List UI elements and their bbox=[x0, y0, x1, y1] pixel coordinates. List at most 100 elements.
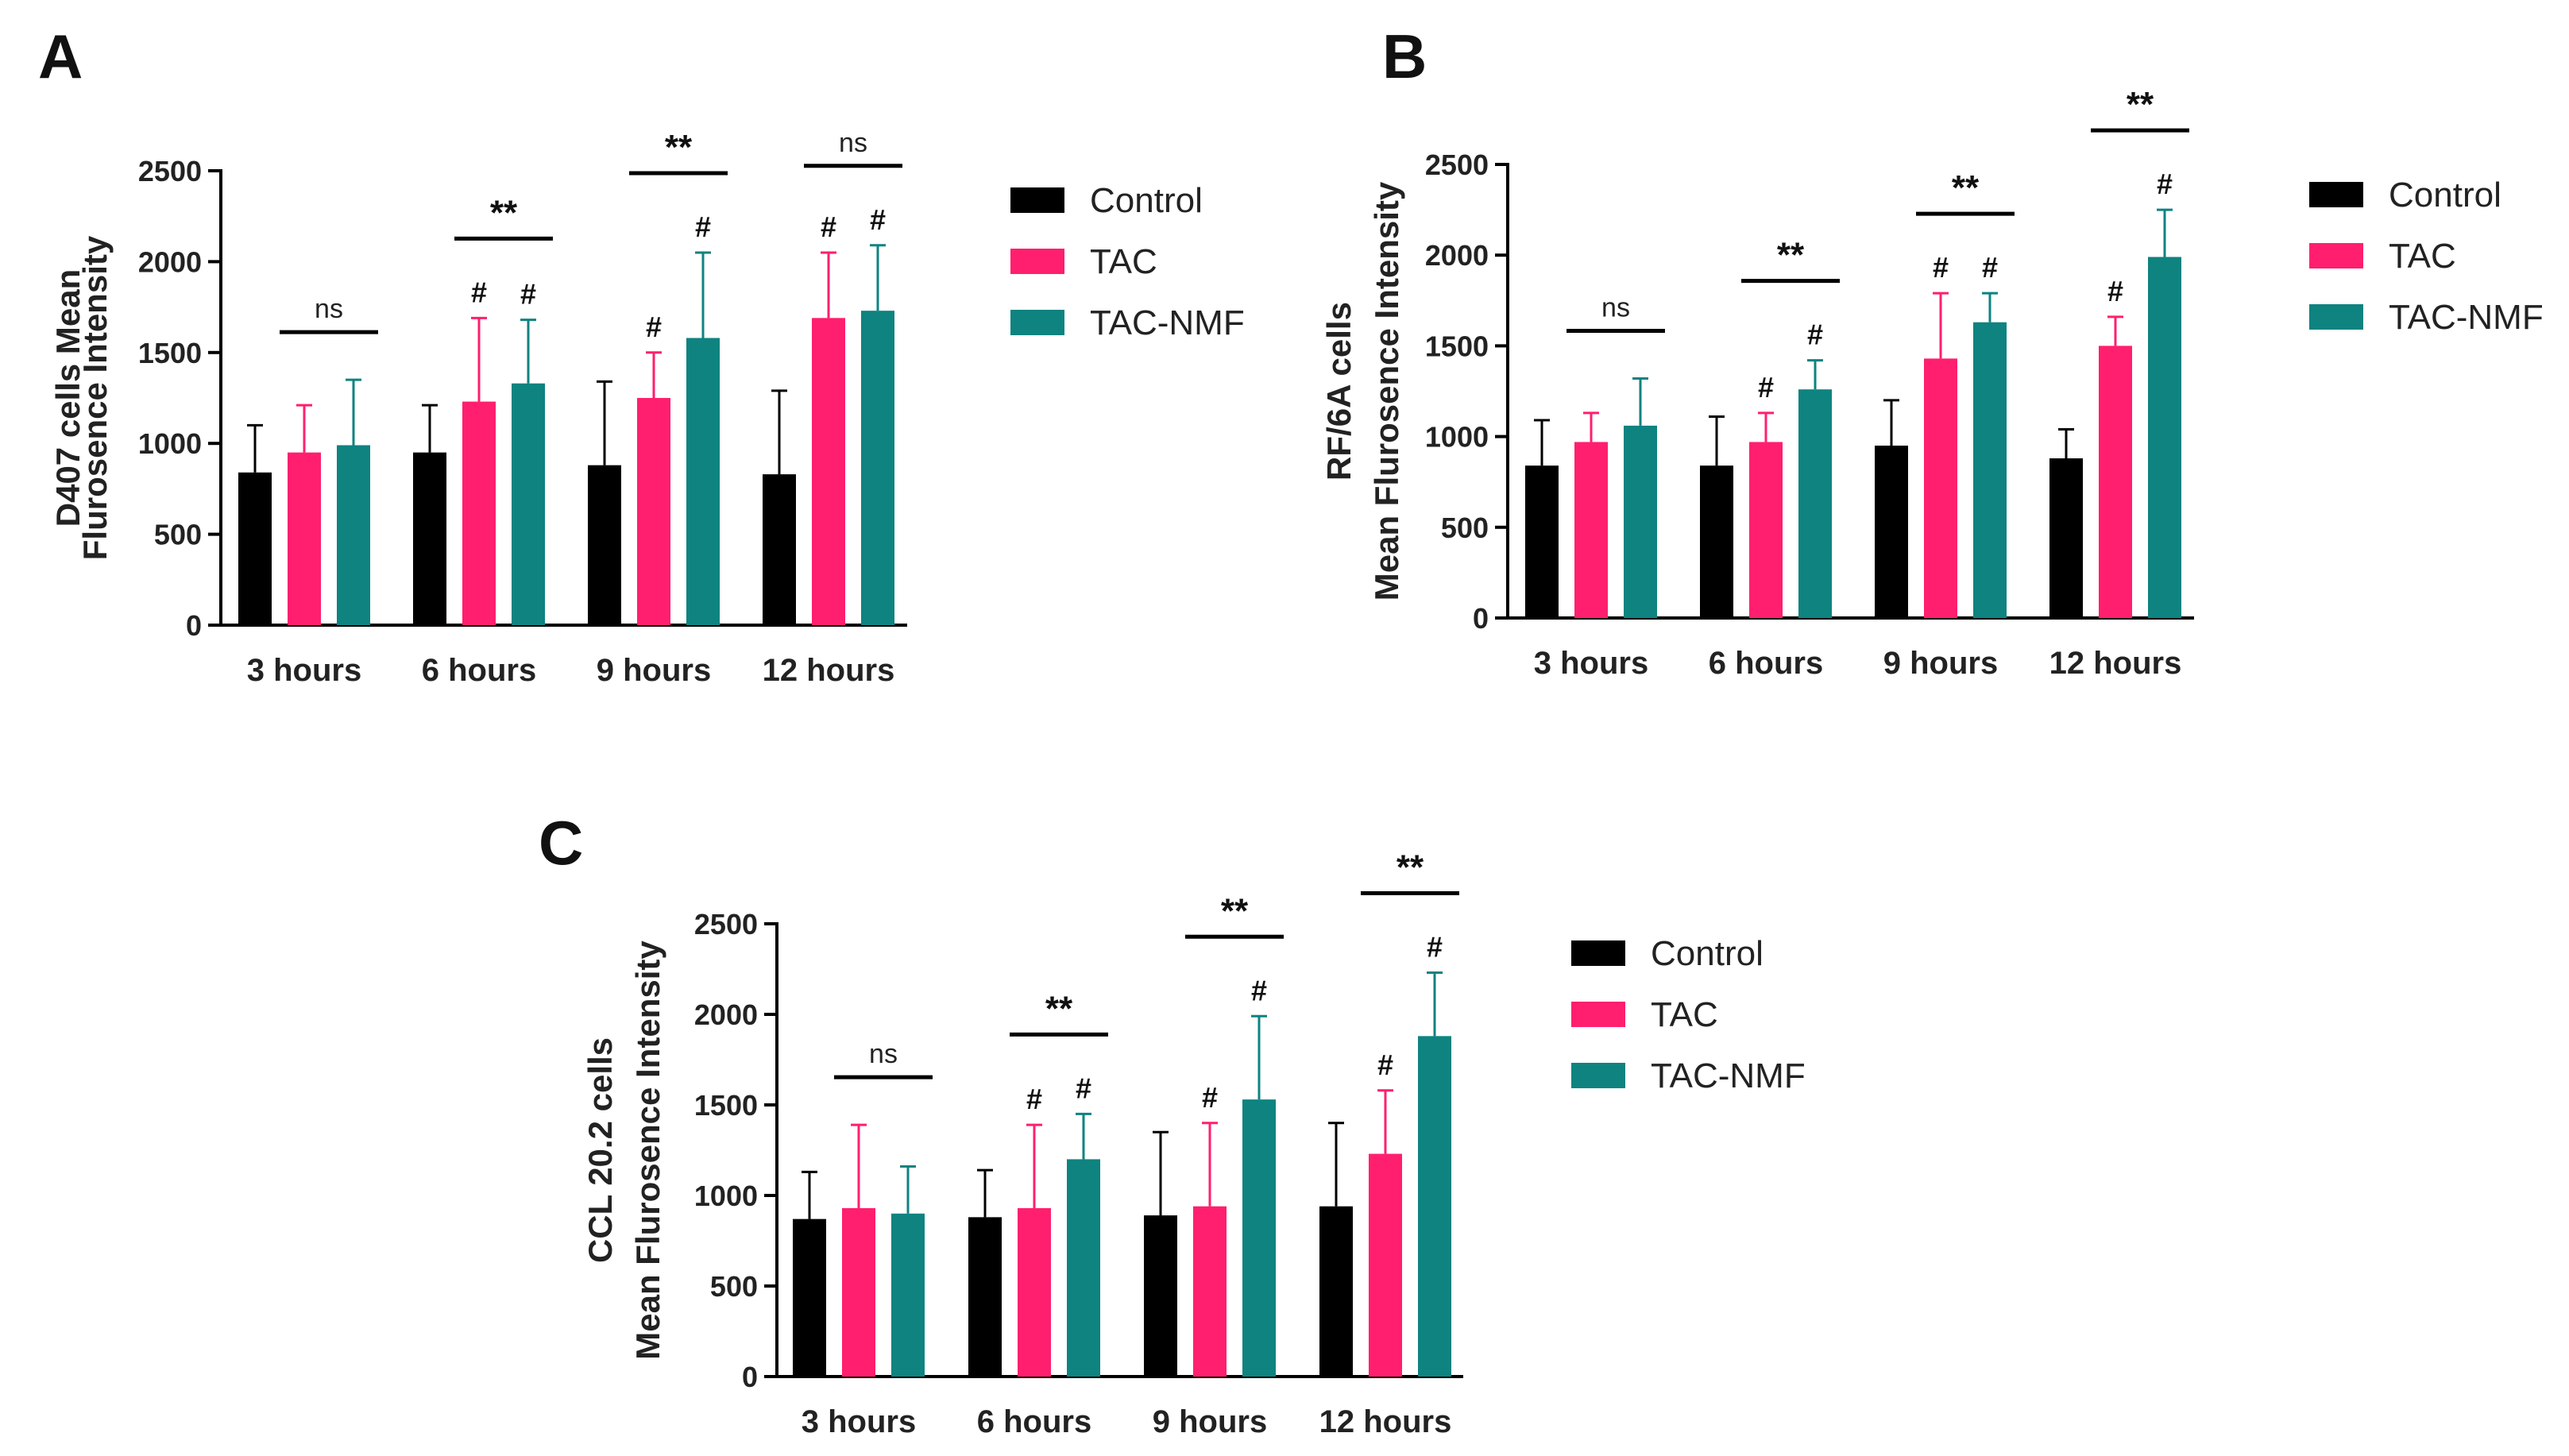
significance-label: ** bbox=[1045, 989, 1073, 1028]
bar-control bbox=[968, 1217, 1002, 1377]
legend-swatch bbox=[1010, 187, 1064, 213]
y-axis-label: Mean Flurosence Intensity bbox=[629, 940, 666, 1360]
bar-tac bbox=[1924, 358, 1957, 618]
hash-mark: # bbox=[1807, 319, 1823, 351]
bar-tac-nmf bbox=[686, 338, 720, 625]
bar-group: # #9 hours ** bbox=[1875, 168, 2015, 681]
bar-tac bbox=[462, 401, 496, 625]
bar-tac bbox=[812, 318, 845, 625]
significance-label: ns bbox=[1601, 293, 1630, 323]
bar-tac bbox=[2099, 346, 2132, 618]
significance-label: ** bbox=[665, 128, 693, 167]
significance-label: ns bbox=[839, 128, 867, 158]
bar-tac bbox=[1369, 1153, 1402, 1377]
panel-letter: B bbox=[1382, 21, 1427, 91]
x-tick-label: 12 hours bbox=[2049, 646, 2182, 681]
y-tick-label: 2500 bbox=[138, 155, 202, 187]
y-tick-label: 1000 bbox=[694, 1180, 758, 1212]
bar-control bbox=[1319, 1206, 1353, 1377]
hash-mark: # bbox=[1427, 931, 1443, 964]
bar-control bbox=[1525, 465, 1559, 618]
significance-label: ns bbox=[315, 294, 343, 324]
x-tick-label: 12 hours bbox=[1319, 1404, 1452, 1439]
y-axis-label: Flurosence Intensity bbox=[76, 235, 114, 560]
hash-mark: # bbox=[821, 210, 836, 243]
legend-label: Control bbox=[2389, 176, 2501, 214]
bar-control bbox=[1144, 1215, 1177, 1377]
bar-tac-nmf bbox=[2148, 257, 2181, 618]
hash-mark: # bbox=[695, 210, 711, 243]
x-tick-label: 9 hours bbox=[1153, 1404, 1267, 1439]
legend-swatch bbox=[1571, 940, 1625, 966]
bar-group: # #12 hours ** bbox=[1319, 848, 1459, 1439]
significance-label: ** bbox=[1397, 848, 1424, 887]
hash-mark: # bbox=[520, 278, 536, 311]
legend-label: TAC bbox=[1651, 995, 1718, 1034]
y-tick-label: 1500 bbox=[1425, 330, 1489, 362]
y-tick-label: 500 bbox=[710, 1270, 758, 1303]
hash-mark: # bbox=[1202, 1081, 1218, 1114]
y-tick-label: 2500 bbox=[1425, 149, 1489, 181]
bar-group: 3 hours ns bbox=[238, 294, 378, 688]
bar-group: # #6 hours ** bbox=[1700, 236, 1840, 681]
bar-tac bbox=[842, 1207, 875, 1377]
bar-control bbox=[2049, 458, 2083, 618]
significance-label: ** bbox=[1952, 168, 1980, 207]
y-axis-label: Mean Flurosence Intensity bbox=[1368, 181, 1405, 601]
hash-mark: # bbox=[1076, 1072, 1091, 1104]
x-tick-label: 3 hours bbox=[247, 653, 361, 688]
hash-mark: # bbox=[2107, 275, 2123, 307]
x-tick-label: 6 hours bbox=[1709, 646, 1823, 681]
bar-tac-nmf bbox=[861, 311, 894, 625]
hash-mark: # bbox=[1982, 251, 1998, 284]
y-axis-label: CCL 20.2 cells bbox=[581, 1037, 619, 1263]
bar-tac-nmf bbox=[891, 1213, 925, 1377]
legend-label: TAC-NMF bbox=[1651, 1056, 1806, 1095]
bar-group: 3 hours ns bbox=[793, 1039, 933, 1439]
bar-tac bbox=[1018, 1207, 1051, 1377]
hash-mark: # bbox=[2157, 168, 2173, 200]
y-tick-label: 1500 bbox=[138, 337, 202, 369]
legend: Control TAC TAC-NMF bbox=[1010, 181, 1245, 342]
x-tick-label: 12 hours bbox=[763, 653, 895, 688]
bar-control bbox=[793, 1218, 826, 1377]
y-tick-label: 500 bbox=[1441, 512, 1489, 544]
hash-mark: # bbox=[870, 203, 886, 236]
y-tick-label: 0 bbox=[1473, 602, 1489, 635]
legend-label: Control bbox=[1090, 181, 1203, 220]
hash-mark: # bbox=[646, 311, 662, 343]
bar-group: # #12 hours ns bbox=[763, 128, 902, 688]
significance-label: ** bbox=[2127, 85, 2154, 124]
legend: Control TAC TAC-NMF bbox=[1571, 934, 1806, 1095]
hash-mark: # bbox=[1026, 1083, 1042, 1115]
legend-label: TAC-NMF bbox=[2389, 298, 2544, 337]
legend-label: Control bbox=[1651, 934, 1764, 973]
bar-tac-nmf bbox=[1624, 425, 1657, 618]
bar-control bbox=[588, 465, 621, 625]
bar-tac bbox=[1574, 442, 1608, 618]
bar-control bbox=[1700, 465, 1733, 618]
bar-tac bbox=[288, 452, 321, 625]
x-tick-label: 6 hours bbox=[977, 1404, 1091, 1439]
x-tick-label: 6 hours bbox=[422, 653, 536, 688]
panel-letter: C bbox=[539, 808, 583, 878]
hash-mark: # bbox=[1933, 251, 1949, 284]
y-tick-label: 1500 bbox=[694, 1089, 758, 1122]
legend-label: TAC bbox=[1090, 242, 1157, 281]
x-tick-label: 9 hours bbox=[597, 653, 711, 688]
y-axis-label: D407 cells Mean bbox=[49, 269, 87, 527]
bar-tac-nmf bbox=[1067, 1159, 1100, 1377]
y-tick-label: 0 bbox=[742, 1361, 758, 1393]
bar-tac bbox=[637, 398, 670, 625]
y-tick-label: 1000 bbox=[138, 427, 202, 460]
hash-mark: # bbox=[1251, 974, 1267, 1006]
hash-mark: # bbox=[1758, 371, 1774, 404]
bar-tac-nmf bbox=[512, 383, 545, 625]
y-tick-label: 2000 bbox=[138, 245, 202, 278]
bar-tac-nmf bbox=[1418, 1036, 1451, 1377]
bar-group: # #12 hours ** bbox=[2049, 85, 2189, 681]
y-tick-label: 1000 bbox=[1425, 421, 1489, 454]
bar-group: # #9 hours ** bbox=[588, 128, 728, 688]
x-tick-label: 9 hours bbox=[1883, 646, 1998, 681]
